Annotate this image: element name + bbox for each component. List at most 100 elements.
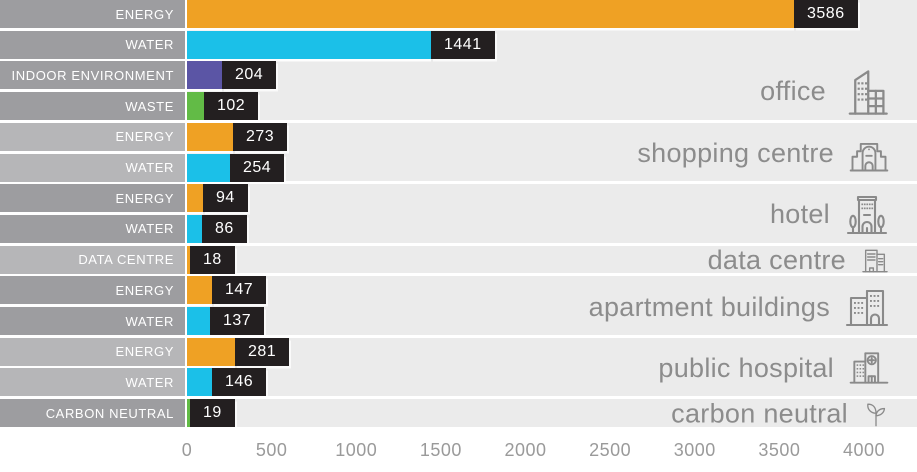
category-label-box: DATA CENTRE (0, 245, 185, 274)
bar-fill-water (187, 153, 230, 182)
group-label: hotel (769, 199, 830, 230)
axis-tick-label: 3500 (758, 439, 801, 460)
group-apartment-buildings: ENERGY 147 WATER 137 apartment buildings (0, 276, 917, 337)
category-label: WATER (125, 313, 174, 329)
bar-area: 3586 (187, 0, 917, 28)
category-label: WATER (125, 221, 174, 237)
plot-background (187, 122, 917, 182)
bar-fill-water (187, 368, 212, 397)
category-label: WATER (125, 374, 174, 390)
category-label-box: WATER (0, 368, 185, 397)
category-label-box: ENERGY (0, 276, 185, 305)
category-label: ENERGY (115, 282, 174, 298)
plot-background (187, 337, 917, 397)
group-tag-data-centre: data centre (708, 245, 891, 277)
bar-row-water: WATER 254 (0, 153, 917, 185)
category-label-box: WATER (0, 153, 185, 182)
plot-background (187, 245, 917, 274)
value-badge: 137 (210, 307, 265, 336)
category-label: ENERGY (115, 129, 174, 145)
bar-row-indoor-environment: INDOOR ENVIRONMENT 204 (0, 61, 917, 92)
axis-tick-label: 1500 (419, 439, 462, 460)
axis-tick-label: 4000 (842, 439, 886, 460)
bar-area: 86 (187, 214, 917, 243)
axis-tick-label: 3000 (673, 439, 716, 460)
value-badge: 102 (204, 92, 259, 121)
carbon-neutral-icon (861, 399, 891, 429)
plot-background (187, 184, 917, 243)
bar-fill-energy (187, 276, 212, 305)
value-axis: 0 500 1000 1500 2000 2500 3000 3500 4000 (0, 430, 917, 472)
group-tag-shopping-centre: shopping centre (637, 132, 891, 176)
bar-row-water: WATER 137 (0, 307, 917, 338)
group-label: apartment buildings (588, 291, 830, 322)
bar-fill-indoor-environment (187, 61, 222, 90)
value-badge: 273 (233, 122, 288, 151)
group-tag-apartment-buildings: apartment buildings (589, 283, 891, 331)
data-centre-icon (859, 245, 891, 277)
bar-area: 137 (187, 307, 917, 336)
category-label-box: CARBON NEUTRAL (0, 399, 185, 428)
bar-fill-energy (187, 245, 190, 274)
bar-row-energy: ENERGY 147 (0, 276, 917, 307)
value-badge: 86 (202, 214, 247, 243)
category-label-box: ENERGY (0, 337, 185, 366)
bar-fill-water (187, 307, 210, 336)
bar-fill-waste (187, 92, 204, 121)
category-label-box: ENERGY (0, 184, 185, 213)
category-label: CARBON NEUTRAL (45, 405, 174, 421)
group-tag-carbon-neutral: carbon neutral (671, 399, 891, 430)
bar-fill-carbon-neutral (187, 399, 190, 428)
bar-fill-energy (187, 122, 233, 151)
group-label: public hospital (658, 352, 834, 383)
bar-area: 273 (187, 122, 917, 151)
group-shopping-centre: ENERGY 273 WATER 254 shopping centre (0, 122, 917, 185)
category-label: WATER (125, 160, 174, 176)
bar-area: 18 (187, 245, 917, 274)
value-badge: 281 (235, 337, 290, 366)
bar-area: 1441 (187, 30, 917, 59)
bar-fill-water (187, 214, 202, 243)
bar-row-water: WATER 146 (0, 368, 917, 399)
category-label: WATER (125, 37, 174, 53)
bar-row-water: WATER 1441 (0, 30, 917, 62)
category-label-box: WATER (0, 307, 185, 336)
value-badge: 19 (190, 399, 235, 428)
apartment-buildings-icon (843, 283, 891, 331)
bar-area: 102 (187, 92, 917, 121)
category-label: ENERGY (115, 190, 174, 206)
bar-row-data-centre: DATA CENTRE 18 (0, 245, 917, 277)
group-label: office (760, 76, 826, 107)
value-badge: 146 (212, 368, 267, 397)
bar-fill-energy (187, 0, 794, 28)
bar-area: 19 (187, 399, 917, 428)
bar-row-energy: ENERGY 3586 (0, 0, 917, 31)
plot-background (187, 276, 917, 335)
group-data-centre: DATA CENTRE 18 data centre (0, 245, 917, 277)
bar-fill-energy (187, 337, 235, 366)
category-label-box: ENERGY (0, 0, 185, 28)
category-label: DATA CENTRE (78, 252, 174, 268)
chart-groups: ENERGY 3586 WATER 1441 INDOOR ENVIRONMENT 204… (0, 0, 917, 430)
bar-area: 147 (187, 276, 917, 305)
axis-tick-label: 2500 (589, 439, 632, 460)
value-badge: 204 (222, 61, 277, 90)
bar-row-water: WATER 86 (0, 214, 917, 246)
hotel-icon (843, 191, 891, 239)
office-icon (839, 66, 891, 118)
bar-fill-water (187, 30, 431, 59)
category-label-box: WASTE (0, 92, 185, 121)
value-badge: 18 (190, 245, 235, 274)
group-label: shopping centre (637, 138, 834, 169)
axis-tick-label: 1000 (335, 439, 378, 460)
plot-background (187, 399, 917, 427)
value-badge: 147 (212, 276, 267, 305)
bar-area: 146 (187, 368, 917, 397)
group-label: carbon neutral (671, 398, 848, 429)
value-badge: 3586 (794, 0, 858, 28)
group-tag-office: office (760, 66, 891, 118)
group-tag-hotel: hotel (770, 191, 891, 239)
bar-area: 281 (187, 337, 917, 366)
shopping-centre-icon (847, 132, 891, 176)
value-badge: 94 (203, 184, 248, 213)
